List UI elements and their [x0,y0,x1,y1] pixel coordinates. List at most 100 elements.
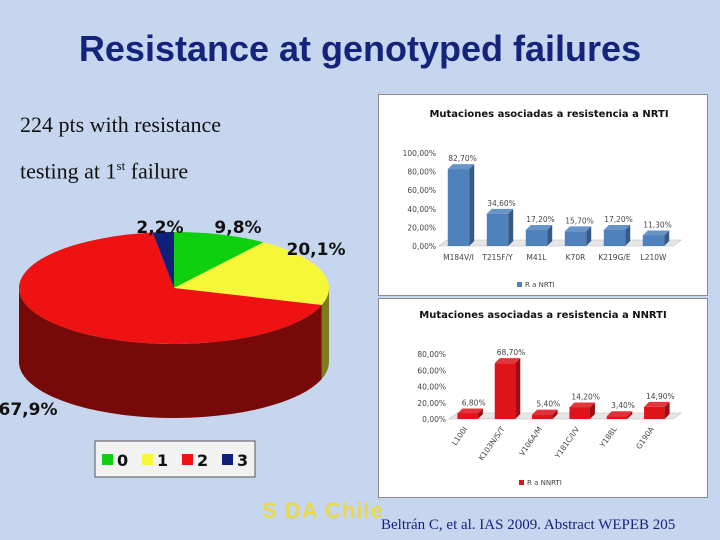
y-tick-label: 40,00% [417,383,446,392]
bar-top [532,409,558,415]
pie-label-0: 9,8% [214,218,261,238]
bar-top [525,225,553,231]
sida-chile-logo: S DA Chile [262,498,384,523]
x-tick-label: T215F/Y [481,253,513,262]
bar-value-label: 82,70% [448,154,477,163]
legend-label: R a NRTI [525,281,555,289]
bar-Y181C/I/V [569,402,595,419]
intro-line-2: testing at 1st failure [20,158,221,184]
intro-line-2-post: failure [125,158,189,184]
bar-side [547,225,553,246]
bar-front [603,230,626,246]
pie-legend-swatch-0 [102,454,113,465]
intro-text: 224 pts with resistance testing at 1st f… [20,112,221,204]
intro-line-2-sup: st [116,158,126,173]
bar-top [606,411,633,417]
bar-V106A/M [532,409,558,419]
bar-side [552,409,558,419]
x-tick-label: K219G/E [598,253,631,262]
bar-top [486,208,514,214]
chart-title: Mutaciones asociadas a resistencia a NRT… [429,109,668,120]
nnrti-bar-chart: Mutaciones asociadas a resistencia a NNR… [417,310,682,487]
bar-top [642,230,670,236]
nrti-chart-panel: Mutaciones asociadas a resistencia a NRT… [378,94,708,296]
y-tick-label: 0,00% [412,242,436,251]
x-tick-label: L210W [641,253,667,262]
bar-value-label: 3,40% [611,401,635,410]
bar-top [603,225,631,231]
bar-front [564,231,587,246]
x-tick-label: L100I [450,425,469,447]
bar-side [589,402,595,419]
y-tick-label: 80,00% [417,350,446,359]
bar-side [469,164,475,246]
pie-label-1: 20,1% [287,240,346,260]
x-tick-label: K70R [566,253,586,262]
y-tick-label: 60,00% [417,366,446,375]
pie-legend-swatch-2 [182,454,193,465]
y-tick-label: 0,00% [422,415,446,424]
y-tick-label: 60,00% [407,186,436,195]
pie-legend-label-1: 1 [157,451,168,470]
bar-M184V/I [447,164,475,246]
pie-legend-label-2: 2 [197,451,208,470]
pie-slice-0 [174,232,264,288]
bar-front [642,235,665,246]
bar-value-label: 68,70% [497,348,526,357]
pie-label-2: 67,9% [0,400,57,420]
pie-slice-2 [18,232,322,344]
bar-G190A [644,401,670,419]
bar-top [644,401,670,407]
pie-label-3: 2,2% [136,218,183,238]
bar-L210W [642,230,670,246]
bar-top [569,402,595,408]
bar-side [664,401,670,419]
bar-K70R [564,226,592,246]
pie-chart: 9,8% 20,1% 67,9% 2,2% 0 1 2 3 [0,218,346,478]
bar-top [564,226,592,232]
bar-value-label: 11,30% [643,220,672,229]
bar-Y188L [606,411,633,419]
x-tick-label: M41L [526,253,547,262]
bar-value-label: 14,90% [646,392,675,401]
x-tick-label: M184V/I [443,253,474,262]
intro-line-2-pre: testing at 1 [20,158,117,184]
pie-legend-label-3: 3 [237,451,248,470]
bar-top [457,408,483,414]
bar-front [486,213,509,246]
bar-top [494,358,521,364]
bar-front [644,406,665,419]
slide-title: Resistance at genotyped failures [78,28,642,69]
x-tick-label: K103N/S/T [477,425,507,463]
x-tick-label: G190A [634,424,656,451]
bar-value-label: 5,40% [536,400,560,409]
pie-legend-label-0: 0 [117,451,128,470]
bar-L100I [457,408,483,419]
x-tick-label: Y188L [597,424,619,450]
bar-value-label: 14,20% [571,392,600,401]
intro-line-1: 224 pts with resistance [20,112,222,137]
bar-side [515,358,521,419]
bar-front [532,414,553,419]
bar-front [606,416,628,419]
bar-front [494,363,516,419]
y-tick-label: 100,00% [403,149,436,158]
bar-side [508,208,514,246]
bar-K219G/E [603,225,631,246]
x-tick-label: V106A/M [517,425,544,458]
bar-side [627,411,633,419]
bar-value-label: 15,70% [565,216,594,225]
bar-front [569,407,590,419]
legend-label: R a NNRTI [527,479,562,487]
pie-slice-3 [152,232,174,288]
nrti-bar-chart: Mutaciones asociadas a resistencia a NRT… [403,109,682,289]
bar-side [664,230,670,246]
y-tick-label: 80,00% [407,168,436,177]
y-tick-label: 40,00% [407,205,436,214]
nnrti-chart-panel: Mutaciones asociadas a resistencia a NNR… [378,298,708,498]
bar-side [586,226,592,246]
bar-side [477,408,483,419]
pie-legend-swatch-3 [222,454,233,465]
bar-M41L [525,225,553,246]
bar-top [447,164,475,170]
